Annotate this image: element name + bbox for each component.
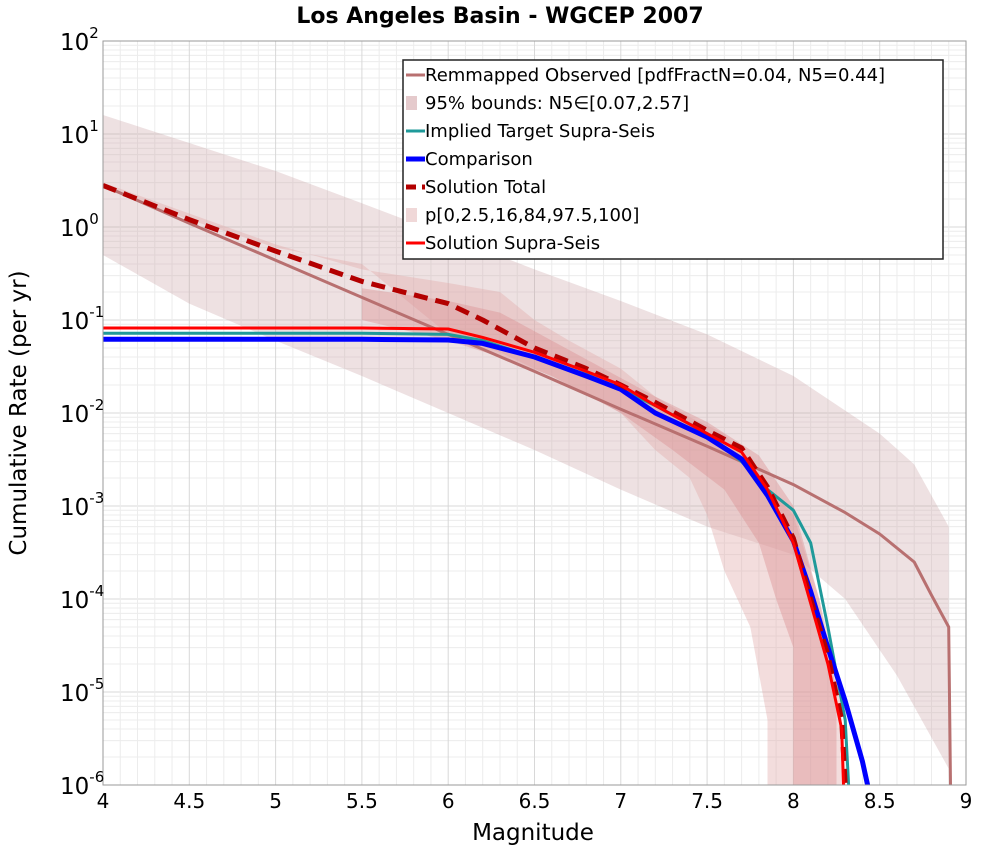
series-line-0 <box>103 184 952 785</box>
legend-label: Implied Target Supra-Seis <box>425 121 655 142</box>
legend: Remmapped Observed [pdfFractN=0.04, N5=0… <box>402 59 944 260</box>
y-axis-ticks: 10-6 10-5 10-4 10-3 10-2 10-1 100 101 102 <box>60 24 104 800</box>
y-tick-label: 10-1 <box>60 303 104 335</box>
x-tick-label: 5.5 <box>346 789 378 813</box>
y-tick-label: 10-6 <box>60 768 104 800</box>
y-axis-label: Cumulative Rate (per yr) <box>6 270 32 555</box>
series-line-4 <box>103 326 845 785</box>
x-tick-label: 4 <box>97 789 110 813</box>
y-tick-label: 100 <box>60 210 99 242</box>
x-tick-label: 4.5 <box>173 789 205 813</box>
x-tick-label: 8.5 <box>864 789 896 813</box>
x-axis-ticks: 4 4.5 5 5.5 6 6.5 7 7.5 8 8.5 9 <box>97 789 973 813</box>
x-tick-label: 9 <box>960 789 973 813</box>
x-tick-label: 7.5 <box>691 789 723 813</box>
legend-swatch <box>406 96 417 110</box>
plot-border <box>102 40 967 786</box>
legend-label: p[0,2.5,16,84,97.5,100] <box>425 205 639 226</box>
x-tick-label: 7 <box>614 789 627 813</box>
y-tick-label: 10-5 <box>60 675 104 707</box>
y-tick-label: 102 <box>60 24 99 56</box>
legend-label: Comparison <box>425 149 533 170</box>
band-1 <box>103 182 842 786</box>
x-axis-label: Magnitude <box>472 820 594 846</box>
plot-frame <box>102 40 967 786</box>
chart-title: Los Angeles Basin - WGCEP 2007 <box>296 4 703 29</box>
x-tick-label: 6.5 <box>519 789 551 813</box>
legend-label: 95% bounds: N5∈[0.07,2.57] <box>425 93 689 114</box>
series-lines <box>103 183 952 785</box>
y-tick-label: 10-4 <box>60 582 104 614</box>
legend-label: Solution Supra-Seis <box>425 233 600 254</box>
y-tick-label: 101 <box>60 117 99 149</box>
legend-label: Remmapped Observed [pdfFractN=0.04, N5=0… <box>425 65 885 86</box>
legend-box <box>402 59 944 260</box>
series-line-2 <box>103 336 871 785</box>
percentile-bands <box>103 115 949 786</box>
x-tick-label: 5 <box>269 789 282 813</box>
y-tick-label: 10-2 <box>60 396 104 428</box>
y-tick-label: 10-3 <box>60 489 104 521</box>
legend-swatch <box>406 208 417 222</box>
x-tick-label: 6 <box>442 789 455 813</box>
band-0 <box>103 115 949 785</box>
band-2 <box>361 288 837 785</box>
legend-label: Solution Total <box>425 177 546 198</box>
x-tick-label: 8 <box>787 789 800 813</box>
